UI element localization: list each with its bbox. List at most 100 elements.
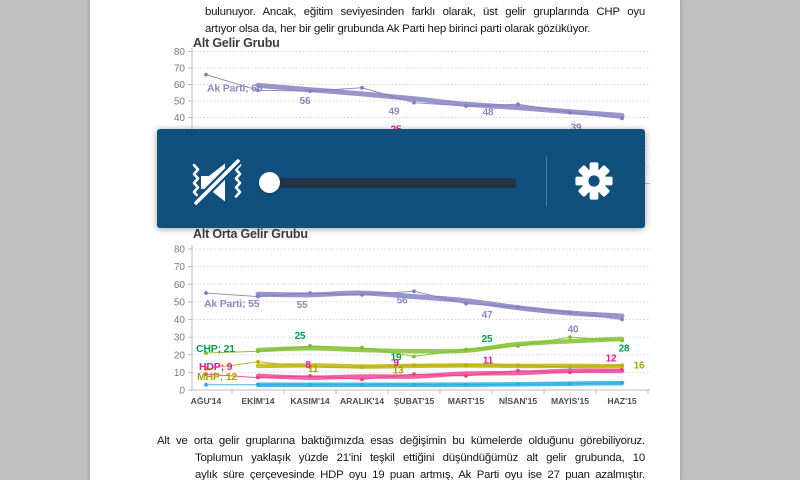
x-category-label: NİSAN'15 [499,396,538,406]
data-point [412,100,416,105]
x-category-label: HAZ'15 [607,396,636,406]
y-tick-label: 0 [179,386,185,397]
data-point [516,102,520,107]
data-label-Ak Parti: 56 [397,295,408,306]
y-tick-label: 40 [174,315,186,326]
data-point [360,365,364,369]
y-tick-label: 80 [174,245,186,256]
y-tick-label: 50 [174,97,186,108]
data-point [308,382,312,387]
data-point [360,345,364,350]
data-point [568,365,572,369]
data-point [412,382,416,387]
seek-track[interactable] [260,178,516,188]
data-label-MHP: MHP; 12 [197,371,237,383]
data-label-Ak Parti: 48 [483,107,494,118]
paragraph-line: Toplumun yaklaşık yüzde 21'ini teşkil et… [195,451,645,464]
data-label-MHP: 16 [634,360,645,371]
document-page: bulunuyor. Ancak, eğitim seviyesinden fa… [90,0,680,480]
x-category-label: ŞUBAT'15 [394,396,435,406]
trend-line-Ak Parti [255,82,625,118]
data-point [620,363,624,368]
data-point [412,354,416,359]
data-point [308,291,312,295]
data-point [256,375,260,380]
data-point [412,363,416,368]
data-point [204,372,208,377]
data-label-Ak Parti: 40 [568,325,579,336]
y-tick-label: 70 [174,64,186,75]
data-label-HDP: 9 [393,358,399,369]
data-point [360,292,364,297]
chart-title-alt-orta-gelir: Alt Orta Gelir Grubu [193,227,308,241]
chart-title-alt-gelir: Alt Gelir Grubu [193,36,280,50]
paragraph-line: artıyor olsa da, her bir gelir grubunda … [205,22,591,35]
data-point [360,382,364,387]
data-point [412,372,416,377]
y-tick-label: 20 [174,350,186,361]
data-point [256,382,260,387]
mute-button[interactable] [185,157,249,207]
data-point [568,110,572,115]
data-point [464,104,468,108]
data-label-MHP: 13 [393,365,404,376]
data-point [568,370,572,375]
paragraph-line: bulunuyor. Ancak, eğitim seviyesinden fa… [205,5,645,18]
data-label-HDP: 12 [606,354,617,365]
y-tick-label: 70 [174,262,186,273]
gear-icon [575,162,613,200]
trend-line-CHP [255,336,625,354]
data-point [256,359,260,364]
settings-button[interactable] [575,162,613,200]
data-label-HDP: 11 [483,356,494,367]
data-point [568,310,572,315]
paragraph-line: Alt ve orta gelir gruplarına baktığımızd… [157,434,645,447]
data-point [308,89,312,93]
data-point [204,291,208,295]
data-point [308,365,312,369]
data-point [360,85,364,90]
seek-handle[interactable] [259,172,280,193]
divider [546,157,547,206]
data-label-HDP: 8 [305,360,311,371]
data-label-MHP: 11 [308,364,319,375]
data-label-Ak Parti: 47 [482,310,493,321]
data-point [620,317,624,322]
y-tick-label: 30 [174,333,186,344]
seek-bar[interactable] [258,170,518,196]
data-point [620,380,624,385]
x-category-label: KASIM'14 [290,396,330,406]
data-label-CHP: 19 [391,353,402,364]
data-point [516,305,520,310]
trend-line-Ak Parti [255,290,625,319]
y-tick-label: 60 [174,80,186,91]
x-category-label: MAYIS'15 [551,396,589,406]
data-label-HDP: HDP; 9 [199,361,233,373]
y-tick-label: 80 [174,47,186,58]
data-point [360,377,364,382]
x-category-label: ARALIK'14 [340,396,384,406]
data-label-CHP: 25 [295,331,306,342]
data-point [204,366,208,371]
y-tick-label: 40 [174,113,186,124]
muted-speaker-icon [192,158,242,206]
data-point [516,344,520,348]
data-point [464,301,468,306]
data-label-Ak Parti: 39 [571,122,582,133]
data-point [464,363,468,368]
data-label-Ak Parti: Ak Parti; 55 [204,298,260,310]
data-point [256,349,260,354]
data-point [412,289,416,294]
data-point [204,72,208,77]
data-label-CHP: CHP; 21 [196,343,235,355]
data-point [256,88,260,93]
x-category-label: MART'15 [448,396,485,406]
data-label-CHP: 28 [619,344,630,355]
data-point [204,382,208,387]
data-point [464,374,468,378]
y-tick-label: 60 [174,280,186,291]
data-point [464,382,468,387]
media-control-bar [157,129,645,228]
